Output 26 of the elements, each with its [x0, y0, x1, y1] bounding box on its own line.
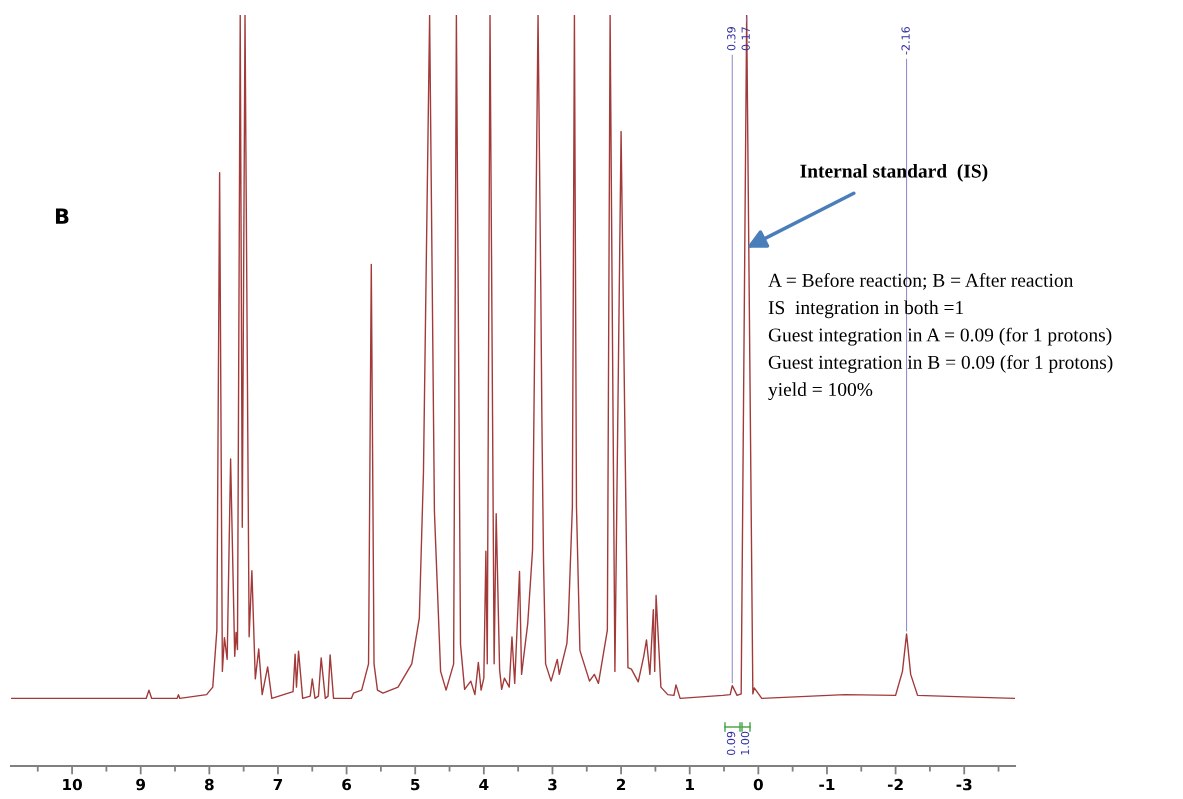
x-tick-label: 5 [411, 778, 420, 791]
annotation: Internal standard (IS) [800, 163, 988, 182]
x-tick-label: -2 [887, 778, 903, 791]
x-tick-label: 3 [548, 778, 557, 791]
x-tick-label: -1 [819, 778, 835, 791]
annotation: Guest integration in A = 0.09 (for 1 protons) [768, 327, 1112, 346]
annotation: Guest integration in B = 0.09 (for 1 protons) [768, 354, 1113, 373]
x-tick-label: 1 [686, 778, 694, 791]
x-tick-label: 9 [136, 778, 146, 791]
annotation: -2.16 [901, 26, 910, 55]
x-tick-label: 10 [63, 778, 82, 791]
x-tick-label: 4 [479, 778, 489, 791]
x-tick-label: 8 [204, 778, 214, 791]
annotation: A = Before reaction; B = After reaction [768, 272, 1074, 290]
annotation: 0.39 [727, 27, 736, 51]
annotation: 1.00 [740, 731, 750, 755]
annotation: yield = 100% [768, 382, 873, 401]
annotation: IS integration in both =1 [768, 300, 964, 319]
x-tick-label: 2 [616, 778, 626, 791]
x-tick-label: -3 [956, 778, 972, 791]
x-tick-label: 0 [753, 778, 763, 791]
annotation: B [55, 208, 69, 224]
annotation: 0.17 [741, 27, 750, 51]
x-tick-label: 7 [273, 778, 283, 791]
x-tick-label: 6 [342, 778, 352, 791]
annotation: 0.09 [726, 731, 736, 756]
